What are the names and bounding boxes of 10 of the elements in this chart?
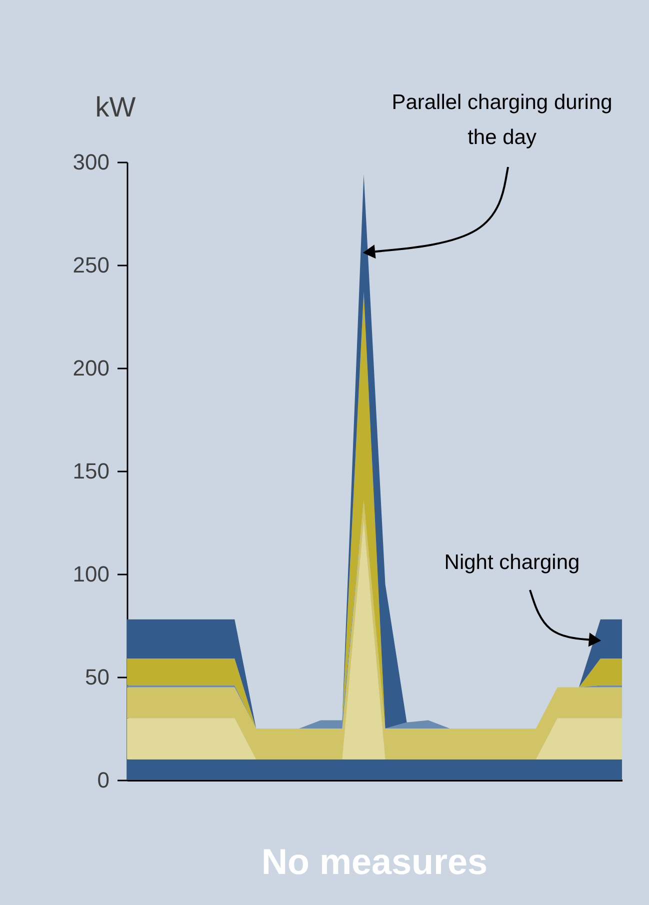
y-tick-label: 200 <box>72 356 110 380</box>
y-tick-label: 0 <box>97 768 110 792</box>
text: Parallel charging during the day <box>392 91 612 149</box>
y-axis-title: kW <box>95 92 136 122</box>
annotation: Night charging <box>444 551 580 574</box>
y-tick-label: 300 <box>72 150 110 174</box>
y-tick-label: 250 <box>72 252 110 278</box>
y-tick-label: 150 <box>72 458 110 484</box>
y-tick-label: 100 <box>72 562 110 586</box>
y-tick-label: 50 <box>85 664 110 690</box>
